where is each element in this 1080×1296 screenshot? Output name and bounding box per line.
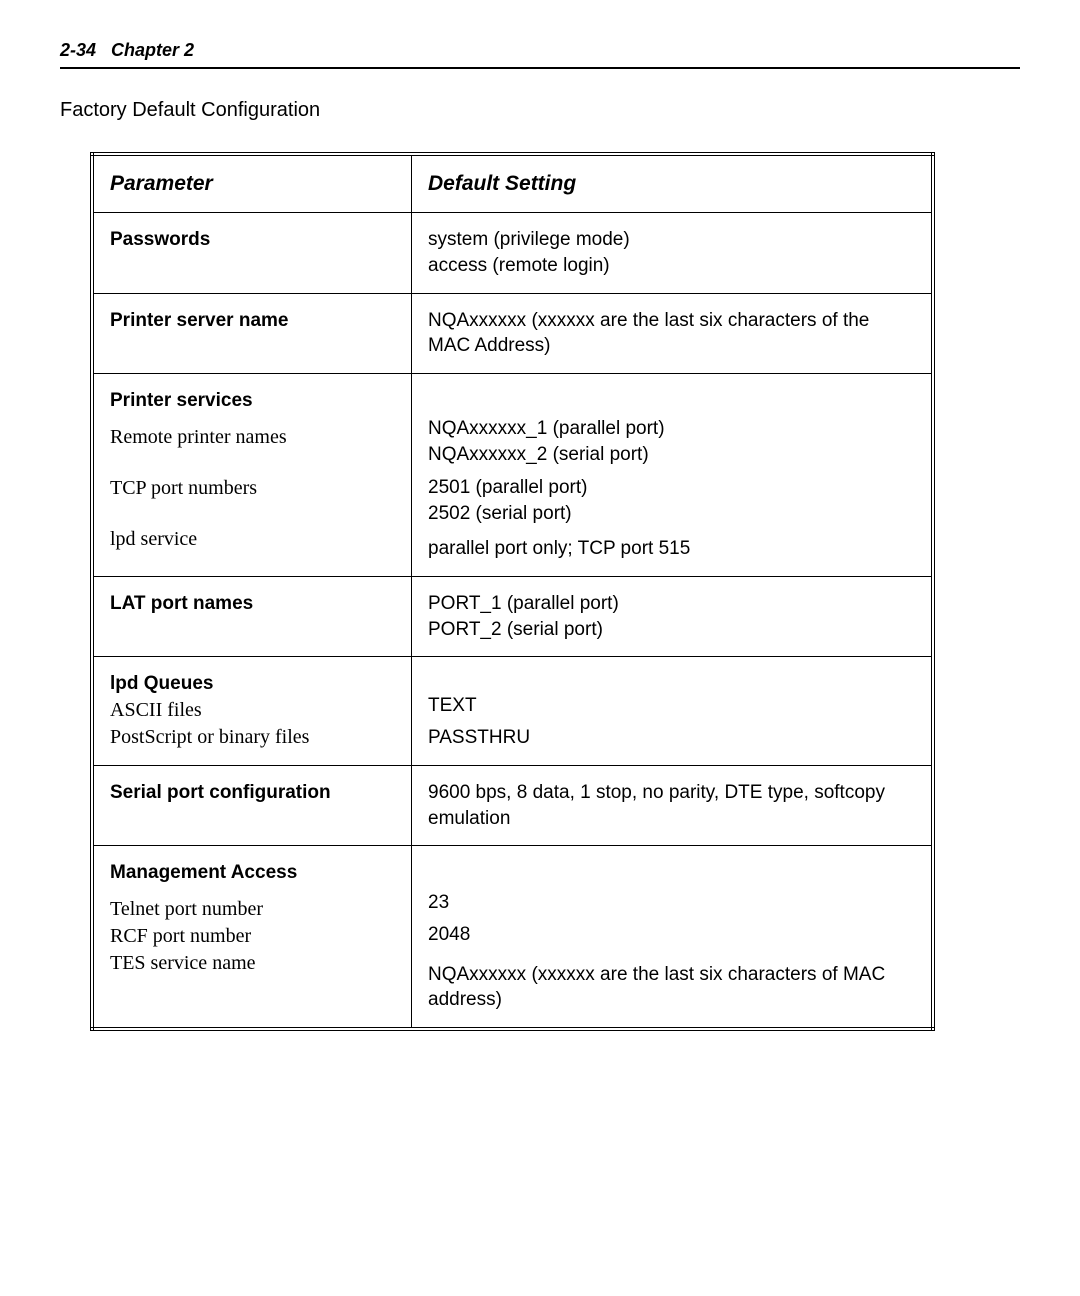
table-row: lpd Queues ASCII files PostScript or bin… bbox=[92, 657, 933, 766]
sub-telnet-port: Telnet port number bbox=[110, 896, 395, 923]
table-row: Printer server name NQAxxxxxx (xxxxxx ar… bbox=[92, 293, 933, 373]
table-caption: Factory Default Configuration bbox=[60, 99, 1020, 122]
chapter-label: Chapter 2 bbox=[111, 40, 194, 60]
table-row: Printer services Remote printer names TC… bbox=[92, 373, 933, 576]
lpd-text: TEXT bbox=[428, 693, 915, 719]
sub-remote-printer-names: Remote printer names bbox=[110, 424, 395, 451]
lat-port-2: PORT_2 (serial port) bbox=[428, 617, 915, 643]
tes-service-value: NQAxxxxxx (xxxxxx are the last six chara… bbox=[428, 962, 915, 1013]
sub-tes-service: TES service name bbox=[110, 950, 395, 977]
page-number: 2-34 bbox=[60, 40, 96, 60]
row-label-lat-port-names: LAT port names bbox=[110, 593, 253, 614]
row-label-serial-port: Serial port configuration bbox=[110, 782, 331, 803]
table-row: Serial port configuration 9600 bps, 8 da… bbox=[92, 766, 933, 846]
tcp-port-2: 2502 (serial port) bbox=[428, 501, 915, 527]
table-row: Management Access Telnet port number RCF… bbox=[92, 846, 933, 1029]
page-header: 2-34 Chapter 2 bbox=[60, 40, 1020, 69]
row-label-lpd-queues: lpd Queues bbox=[110, 671, 395, 697]
remote-printer-2: NQAxxxxxx_2 (serial port) bbox=[428, 442, 915, 468]
remote-printer-1: NQAxxxxxx_1 (parallel port) bbox=[428, 416, 915, 442]
header-parameter: Parameter bbox=[92, 154, 412, 213]
serial-port-setting: 9600 bps, 8 data, 1 stop, no parity, DTE… bbox=[428, 780, 915, 831]
sub-rcf-port: RCF port number bbox=[110, 923, 395, 950]
sub-lpd-service: lpd service bbox=[110, 526, 395, 553]
lat-port-1: PORT_1 (parallel port) bbox=[428, 591, 915, 617]
printer-server-name-setting: NQAxxxxxx (xxxxxx are the last six chara… bbox=[428, 308, 915, 359]
row-label-management-access: Management Access bbox=[110, 860, 395, 886]
table-row: Passwords system (privilege mode) access… bbox=[92, 213, 933, 293]
row-label-printer-server-name: Printer server name bbox=[110, 310, 289, 331]
sub-ascii-files: ASCII files bbox=[110, 697, 395, 724]
header-default-setting: Default Setting bbox=[412, 154, 933, 213]
sub-postscript-files: PostScript or binary files bbox=[110, 724, 395, 751]
tcp-port-1: 2501 (parallel port) bbox=[428, 475, 915, 501]
rcf-port-value: 2048 bbox=[428, 922, 915, 948]
row-label-printer-services: Printer services bbox=[110, 388, 395, 414]
config-table: Parameter Default Setting Passwords syst… bbox=[90, 152, 935, 1031]
lpd-passthru: PASSTHRU bbox=[428, 725, 915, 751]
table-row: LAT port names PORT_1 (parallel port) PO… bbox=[92, 577, 933, 657]
lpd-service-setting: parallel port only; TCP port 515 bbox=[428, 536, 915, 562]
passwords-setting-1: system (privilege mode) bbox=[428, 227, 915, 253]
passwords-setting-2: access (remote login) bbox=[428, 253, 915, 279]
row-label-passwords: Passwords bbox=[110, 229, 210, 250]
sub-tcp-port-numbers: TCP port numbers bbox=[110, 475, 395, 502]
telnet-port-value: 23 bbox=[428, 890, 915, 916]
